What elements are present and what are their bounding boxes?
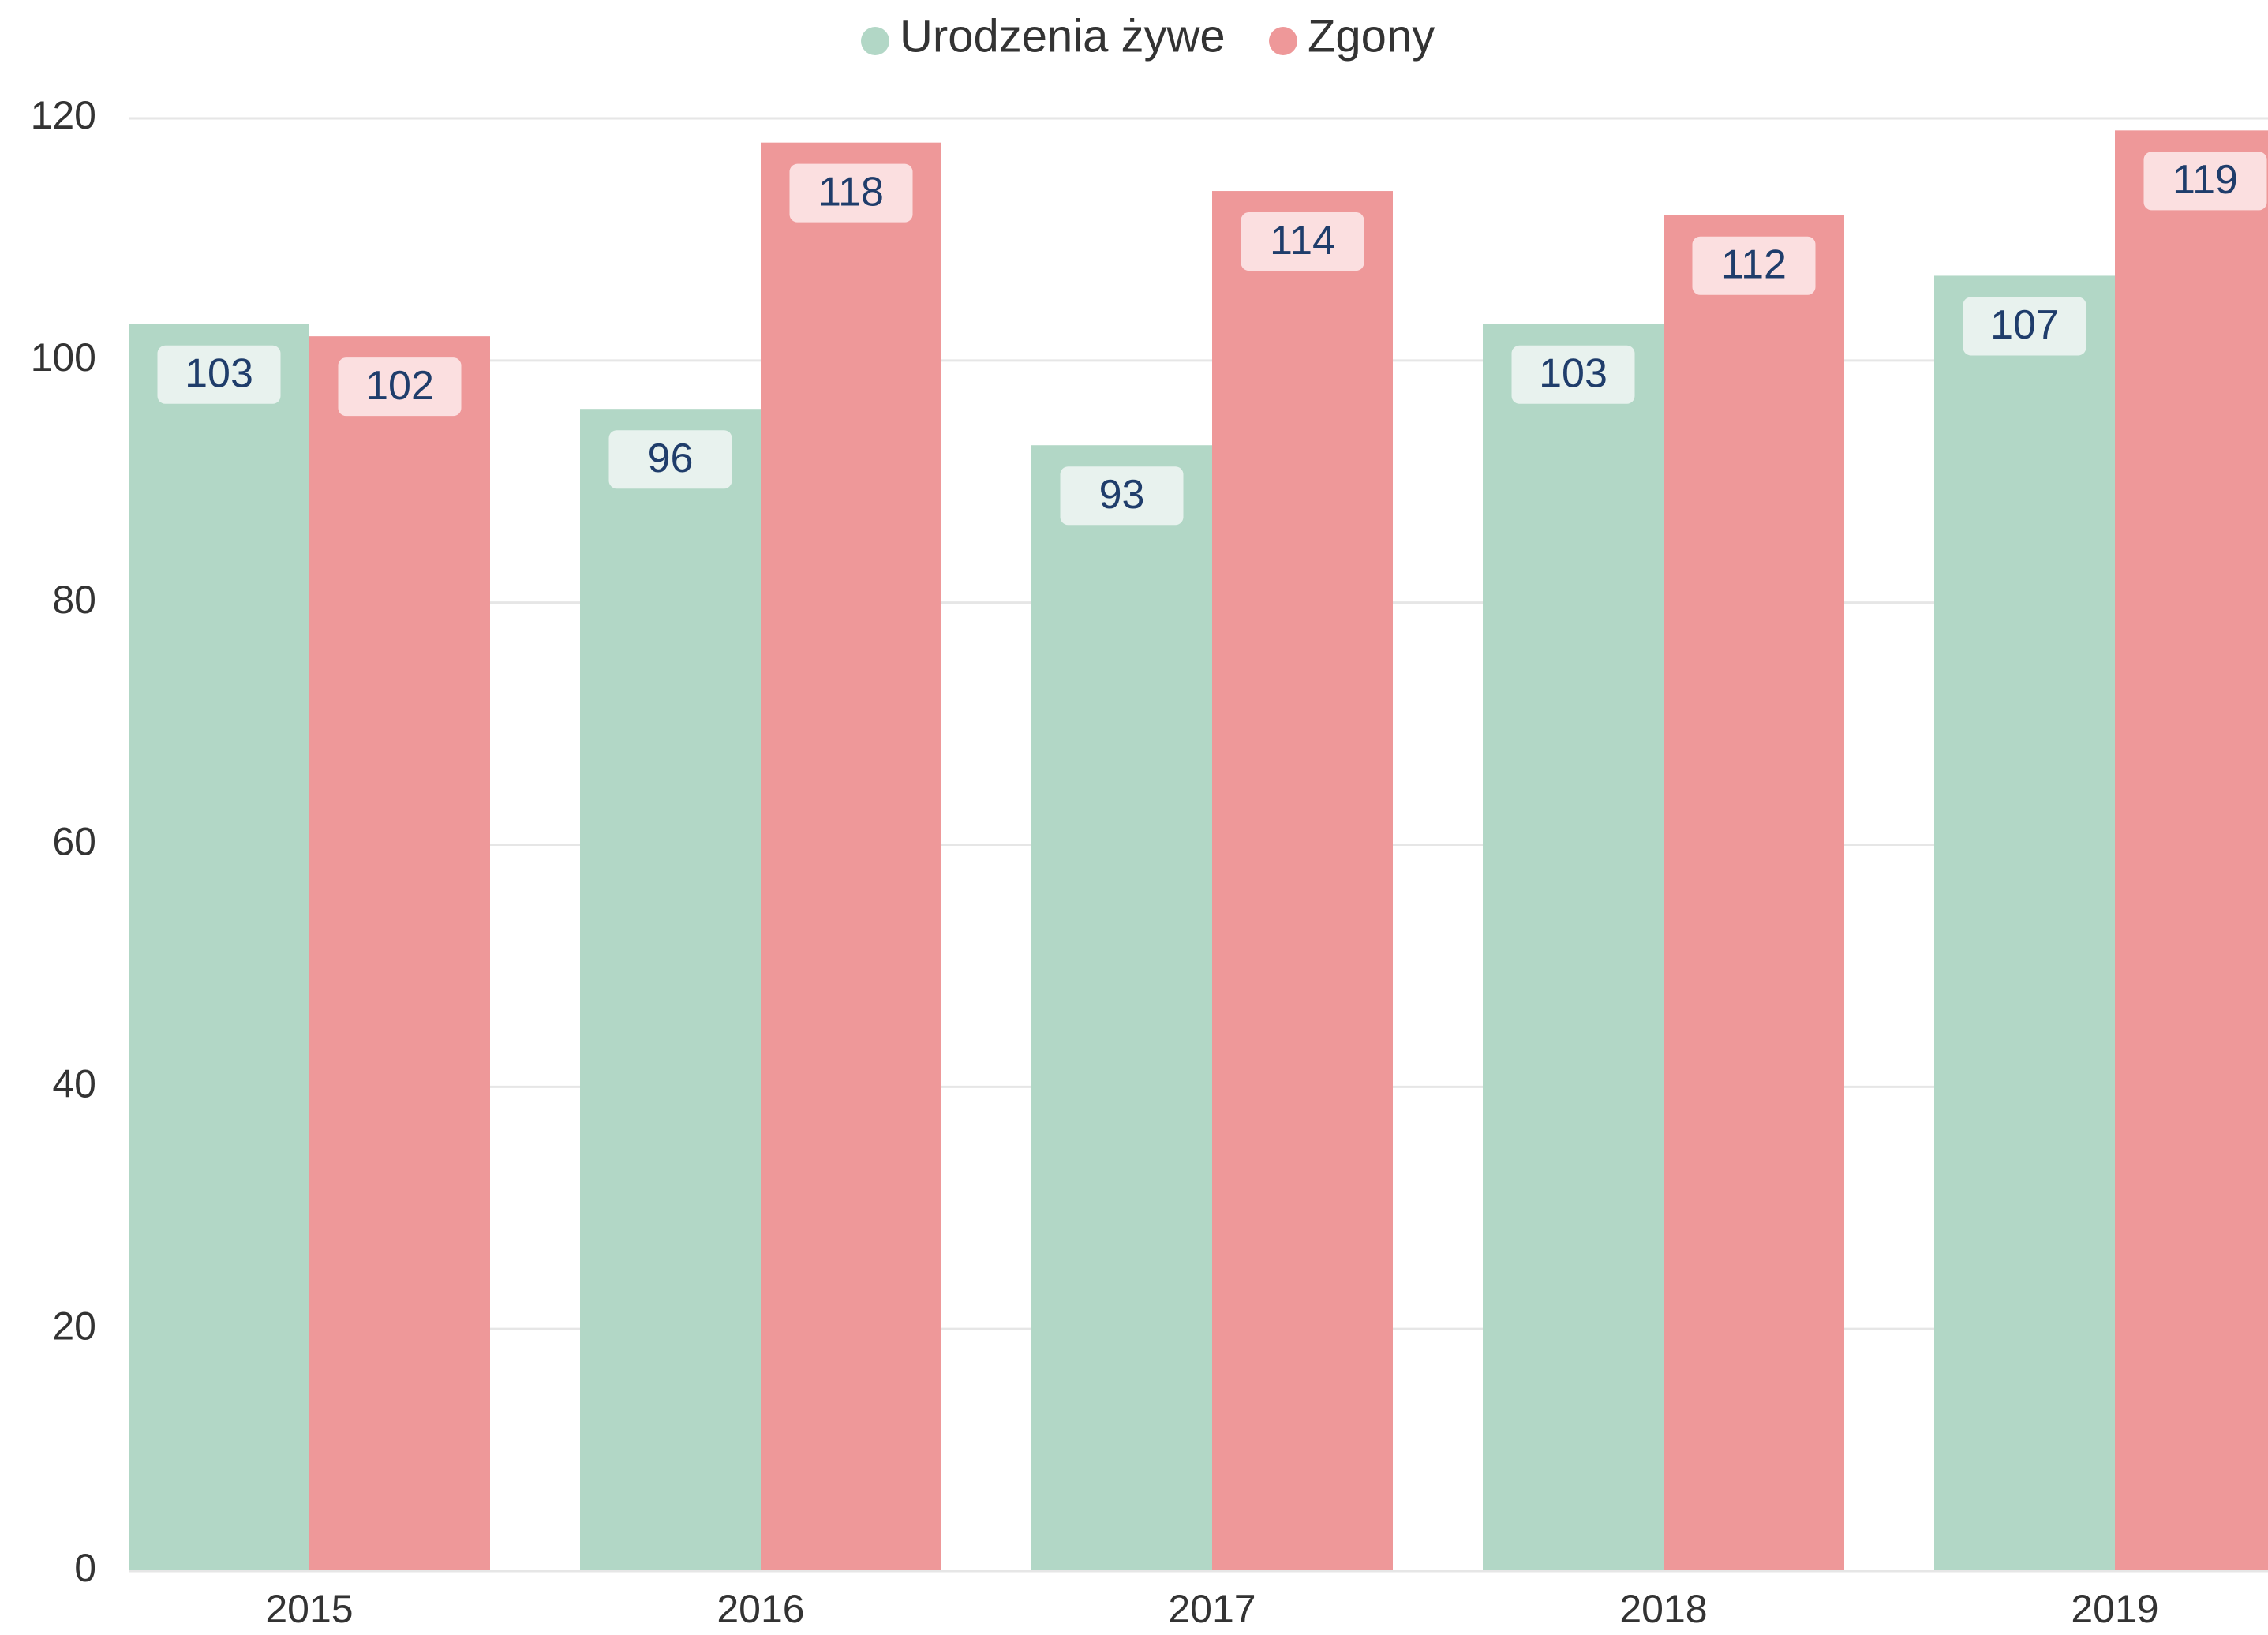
value-label-box — [338, 357, 462, 417]
value-label-box — [789, 163, 913, 223]
value-label-box — [1963, 297, 2086, 356]
x-tick-label: 2016 — [717, 1587, 804, 1631]
value-label-box — [1511, 345, 1635, 404]
value-label: 96 — [648, 436, 694, 481]
bar — [1934, 275, 2115, 1572]
value-label: 103 — [1539, 351, 1607, 397]
value-label: 119 — [2173, 157, 2238, 203]
value-label: 107 — [1990, 302, 2059, 348]
value-label-box — [1060, 466, 1184, 526]
bar — [129, 324, 309, 1571]
value-label-box — [608, 430, 732, 489]
value-label: 112 — [1721, 241, 1787, 287]
legend-marker — [1269, 27, 1297, 55]
bar — [1212, 191, 1393, 1571]
value-label: 103 — [185, 351, 253, 397]
y-tick-label: 0 — [74, 1546, 96, 1590]
y-tick-label: 40 — [52, 1062, 96, 1106]
y-tick-label: 120 — [31, 93, 96, 137]
value-label-box — [1241, 212, 1364, 271]
bar — [580, 409, 761, 1572]
y-tick-label: 80 — [52, 578, 96, 622]
y-tick-label: 60 — [52, 820, 96, 864]
bar — [1483, 324, 1664, 1571]
value-label: 93 — [1099, 472, 1145, 518]
x-tick-label: 2018 — [1619, 1587, 1707, 1631]
legend-label: Urodzenia żywe — [900, 10, 1226, 62]
x-tick-label: 2015 — [265, 1587, 353, 1631]
bar — [761, 142, 941, 1571]
value-label-box — [2143, 152, 2267, 211]
value-label: 102 — [365, 363, 434, 409]
value-label-box — [157, 345, 281, 404]
bar — [2115, 130, 2268, 1571]
bar — [1031, 445, 1212, 1571]
value-label-box — [1692, 236, 1816, 295]
legend-marker — [861, 27, 889, 55]
bar — [309, 336, 490, 1571]
x-tick-label: 2019 — [2071, 1587, 2158, 1631]
value-label: 118 — [818, 169, 884, 215]
value-label: 114 — [1270, 218, 1335, 264]
y-tick-label: 20 — [52, 1304, 96, 1348]
legend-label: Zgony — [1308, 10, 1435, 62]
y-tick-label: 100 — [31, 335, 96, 380]
x-tick-label: 2017 — [1168, 1587, 1256, 1631]
bar — [1664, 215, 1844, 1571]
